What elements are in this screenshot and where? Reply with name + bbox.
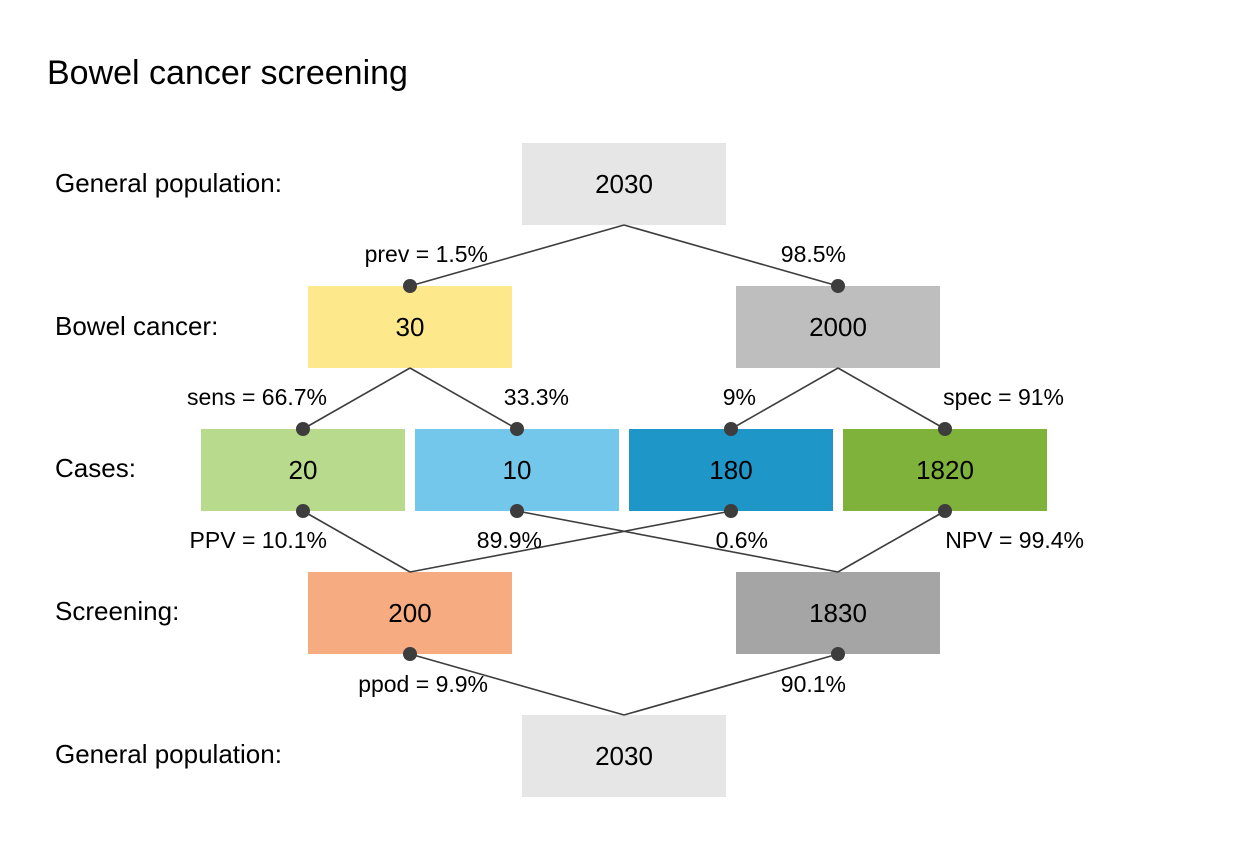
row-label-general-population-bottom: General population: bbox=[55, 739, 282, 769]
dot-miss-bottom bbox=[510, 504, 524, 518]
dot-cancer-no-top bbox=[831, 279, 845, 293]
edge-label-ppv: PPV = 10.1% bbox=[190, 527, 327, 553]
box-cancer-yes-value: 30 bbox=[396, 312, 425, 342]
edge-label-spec: spec = 91% bbox=[943, 384, 1064, 410]
box-case-miss: 10 bbox=[415, 429, 619, 511]
box-case-false-alarm-rect bbox=[629, 429, 833, 511]
edge-label-prev-complement: 98.5% bbox=[781, 241, 846, 267]
edge-label-ppod-complement: 90.1% bbox=[781, 671, 846, 697]
link-screen-positive-to-population bbox=[409, 653, 625, 716]
box-cancer-yes-rect bbox=[308, 286, 512, 368]
dot-hit-top bbox=[296, 422, 310, 436]
link-population-to-cancer-yes bbox=[409, 224, 625, 287]
link-population-to-cancer-no bbox=[623, 224, 839, 287]
box-case-correct-rejection-rect bbox=[843, 429, 1047, 511]
dot-cancer-yes-top bbox=[403, 279, 417, 293]
dot-miss-top bbox=[510, 422, 524, 436]
box-cancer-no: 2000 bbox=[736, 286, 940, 368]
box-screen-positive: 200 bbox=[308, 572, 512, 654]
box-case-false-alarm: 180 bbox=[629, 429, 833, 511]
edge-label-sens: sens = 66.7% bbox=[187, 384, 327, 410]
row-label-bowel-cancer: Bowel cancer: bbox=[55, 311, 218, 341]
box-population-top-rect bbox=[522, 143, 726, 225]
edge-label-npv-complement: 0.6% bbox=[716, 527, 768, 553]
box-case-correct-rejection: 1820 bbox=[843, 429, 1047, 511]
edge-label-ppv-complement: 89.9% bbox=[477, 527, 542, 553]
row-label-cases: Cases: bbox=[55, 453, 136, 483]
box-screen-negative: 1830 bbox=[736, 572, 940, 654]
link-cancer-no-to-false-alarm bbox=[730, 367, 839, 430]
dot-correct-rejection-top bbox=[938, 422, 952, 436]
dot-false-alarm-bottom bbox=[724, 504, 738, 518]
box-population-bottom: 2030 bbox=[522, 715, 726, 797]
dot-false-alarm-top bbox=[724, 422, 738, 436]
link-cancer-yes-to-miss bbox=[409, 367, 518, 430]
link-screen-negative-to-population bbox=[623, 653, 839, 716]
dot-screen-positive-bottom bbox=[403, 647, 417, 661]
edge-label-sens-complement: 33.3% bbox=[504, 384, 569, 410]
link-miss-to-screen-negative bbox=[516, 510, 839, 573]
box-case-hit: 20 bbox=[201, 429, 405, 511]
link-cancer-no-to-correct-rejection bbox=[837, 367, 946, 430]
box-case-miss-value: 10 bbox=[503, 455, 532, 485]
box-population-top: 2030 bbox=[522, 143, 726, 225]
link-cancer-yes-to-hit bbox=[302, 367, 411, 430]
links bbox=[302, 224, 946, 716]
link-dots bbox=[296, 279, 952, 661]
edge-label-spec-complement: 9% bbox=[723, 384, 756, 410]
row-label-screening: Screening: bbox=[55, 596, 179, 626]
box-case-miss-rect bbox=[415, 429, 619, 511]
row-label-general-population-top: General population: bbox=[55, 168, 282, 198]
dot-hit-bottom bbox=[296, 504, 310, 518]
edge-label-npv: NPV = 99.4% bbox=[945, 527, 1084, 553]
box-cancer-no-value: 2000 bbox=[809, 312, 867, 342]
edge-label-prev: prev = 1.5% bbox=[365, 241, 488, 267]
box-screen-negative-rect bbox=[736, 572, 940, 654]
box-cancer-yes: 30 bbox=[308, 286, 512, 368]
box-population-bottom-rect bbox=[522, 715, 726, 797]
diagram-title: Bowel cancer screening bbox=[47, 54, 408, 92]
box-screen-negative-value: 1830 bbox=[809, 598, 867, 628]
box-case-hit-rect bbox=[201, 429, 405, 511]
box-case-correct-rejection-value: 1820 bbox=[916, 455, 974, 485]
box-screen-positive-value: 200 bbox=[388, 598, 431, 628]
box-case-false-alarm-value: 180 bbox=[709, 455, 752, 485]
box-cancer-no-rect bbox=[736, 286, 940, 368]
box-population-bottom-value: 2030 bbox=[595, 741, 653, 771]
link-hit-to-screen-positive bbox=[302, 510, 411, 573]
edge-label-ppod: ppod = 9.9% bbox=[358, 671, 488, 697]
box-population-top-value: 2030 bbox=[595, 169, 653, 199]
box-screen-positive-rect bbox=[308, 572, 512, 654]
link-correct-rejection-to-screen-negative bbox=[837, 510, 946, 573]
dot-screen-negative-bottom bbox=[831, 647, 845, 661]
dot-correct-rejection-bottom bbox=[938, 504, 952, 518]
link-false-alarm-to-screen-positive bbox=[409, 510, 732, 573]
box-case-hit-value: 20 bbox=[289, 455, 318, 485]
